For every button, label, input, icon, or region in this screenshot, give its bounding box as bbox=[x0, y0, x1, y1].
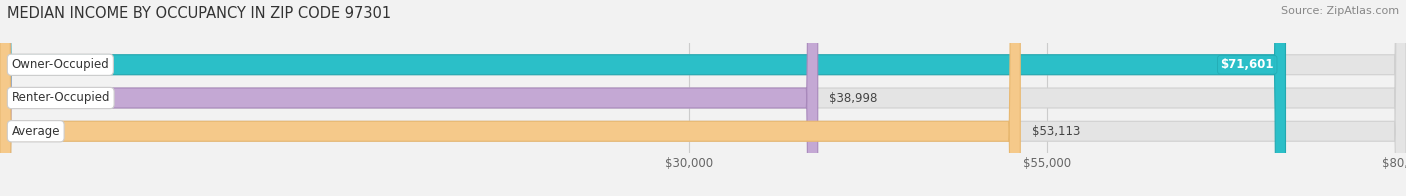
Text: MEDIAN INCOME BY OCCUPANCY IN ZIP CODE 97301: MEDIAN INCOME BY OCCUPANCY IN ZIP CODE 9… bbox=[7, 6, 391, 21]
FancyBboxPatch shape bbox=[0, 0, 1021, 196]
FancyBboxPatch shape bbox=[0, 0, 818, 196]
Text: Average: Average bbox=[11, 125, 60, 138]
Text: Source: ZipAtlas.com: Source: ZipAtlas.com bbox=[1281, 6, 1399, 16]
FancyBboxPatch shape bbox=[0, 0, 1285, 196]
Text: $38,998: $38,998 bbox=[830, 92, 877, 104]
Text: Owner-Occupied: Owner-Occupied bbox=[11, 58, 110, 71]
Text: $53,113: $53,113 bbox=[1032, 125, 1080, 138]
Text: $71,601: $71,601 bbox=[1220, 58, 1274, 71]
Text: Renter-Occupied: Renter-Occupied bbox=[11, 92, 110, 104]
